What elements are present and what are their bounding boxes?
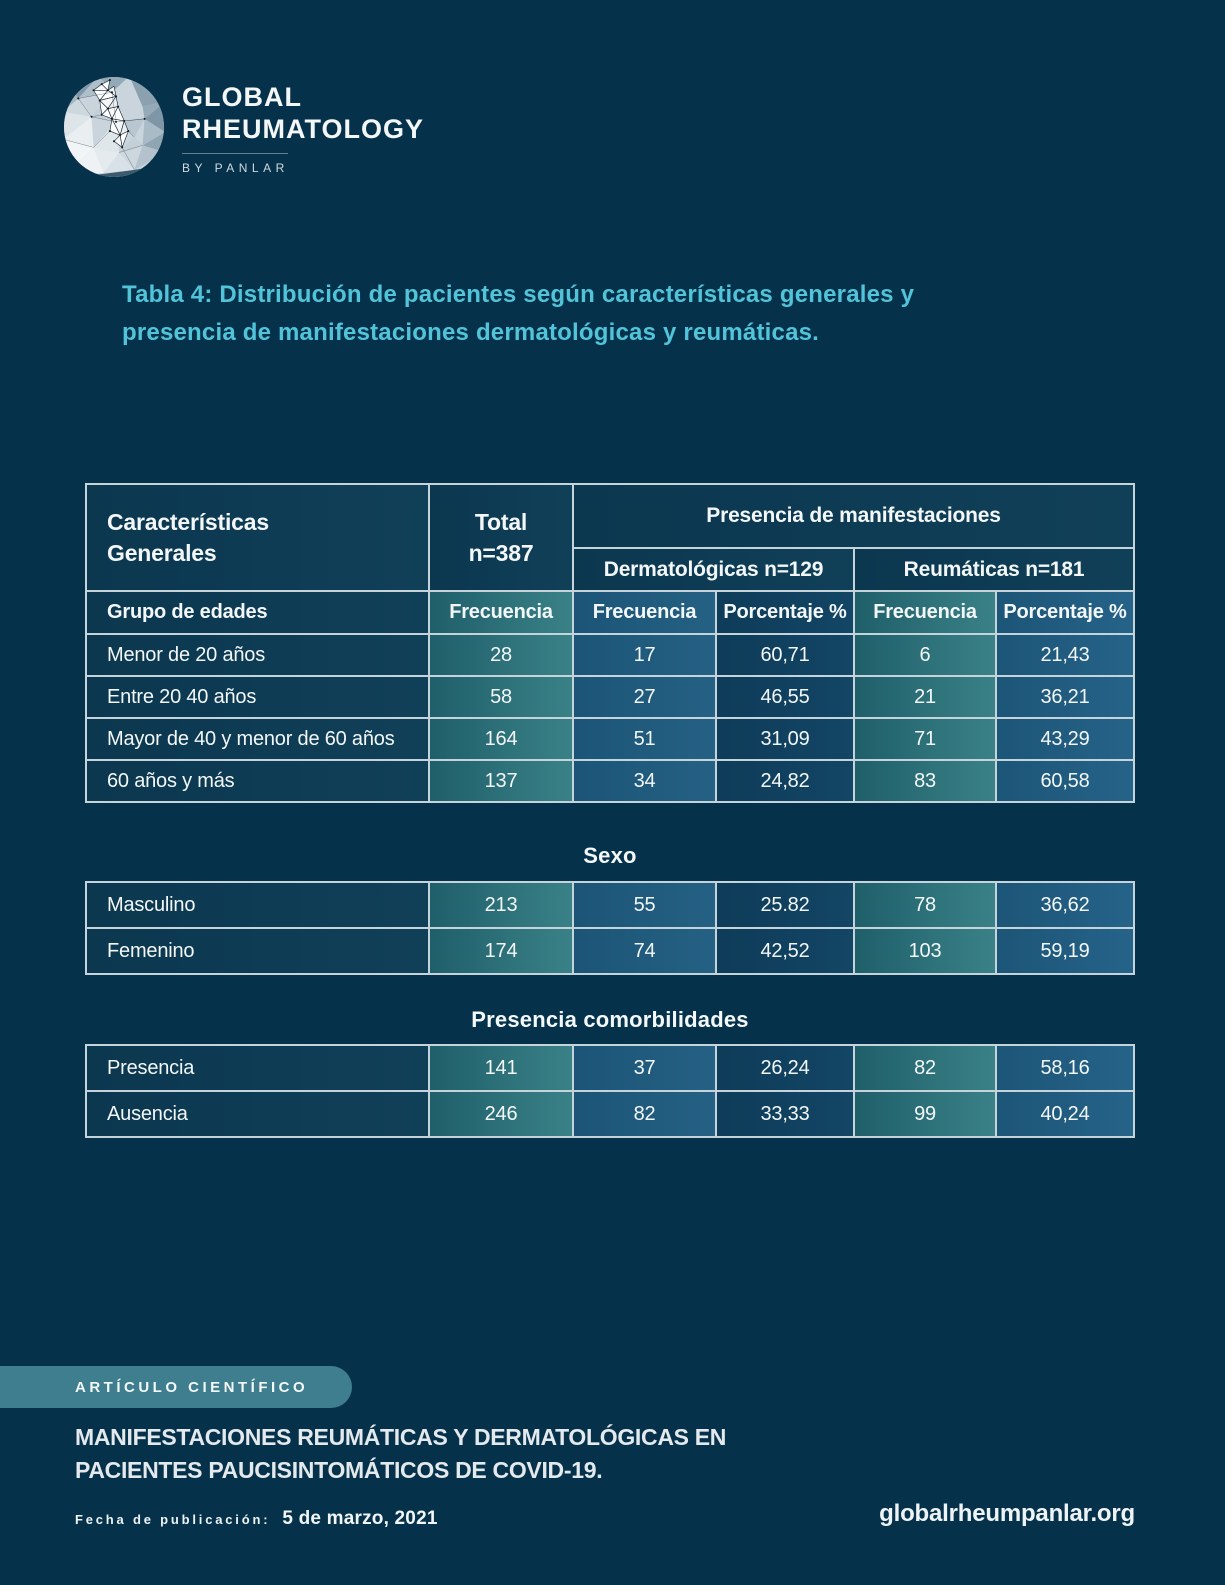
header-general-line2: Generales: [107, 539, 217, 566]
cell-value: 137: [430, 761, 572, 801]
header-frequency-reum: Frecuencia: [855, 592, 995, 633]
cell-value: 36,62: [997, 883, 1133, 927]
row-label: Presencia: [87, 1046, 428, 1090]
header-frequency-derm: Frecuencia: [574, 592, 715, 633]
publication-date-label: Fecha de publicación:: [75, 1512, 271, 1527]
brand-divider: [182, 153, 288, 155]
row-label: Menor de 20 años: [87, 635, 428, 675]
header-reumaticas: Reumáticas n=181: [855, 549, 1133, 590]
header-total-line1: Total: [474, 509, 528, 536]
cell-value: 213: [430, 883, 572, 927]
row-label: Femenino: [87, 929, 428, 973]
table-caption: Tabla 4: Distribución de pacientes según…: [122, 281, 915, 347]
cell-value: 55: [574, 883, 715, 927]
website-link[interactable]: globalrheumpanlar.org: [879, 1500, 1135, 1527]
brand-wordmark: GLOBAL RHEUMATOLOGY BY PANLAR: [182, 76, 424, 178]
header-age-group: Grupo de edades: [87, 592, 428, 633]
header-general-characteristics: Características Generales: [87, 485, 428, 590]
header-general-line1: Características: [107, 509, 269, 536]
cell-value: 17: [574, 635, 715, 675]
header-total: Total n=387: [430, 485, 572, 590]
cell-value: 164: [430, 719, 572, 759]
cell-value: 42,52: [717, 929, 853, 973]
cell-value: 99: [855, 1092, 995, 1136]
publication-date-value: 5 de marzo, 2021: [282, 1508, 438, 1529]
cell-value: 28: [430, 635, 572, 675]
cell-value: 60,58: [997, 761, 1133, 801]
publication-date: Fecha de publicación: 5 de marzo, 2021: [75, 1508, 438, 1530]
cell-value: 60,71: [717, 635, 853, 675]
article-type-badge: ARTÍCULO CIENTÍFICO: [0, 1366, 352, 1408]
header-frequency-total: Frecuencia: [430, 592, 572, 633]
main-table: Características Generales Total n=387 Pr…: [85, 483, 1135, 803]
comorbidities-table: Presencia 141 37 26,24 82 58,16 Ausencia…: [85, 1044, 1135, 1138]
cell-value: 141: [430, 1046, 572, 1090]
header-total-line2: n=387: [468, 539, 534, 566]
cell-value: 25.82: [717, 883, 853, 927]
cell-value: 21: [855, 677, 995, 717]
header-percentage-reum: Porcentaje %: [997, 592, 1133, 633]
cell-value: 27: [574, 677, 715, 717]
row-label: Entre 20 40 años: [87, 677, 428, 717]
cell-value: 6: [855, 635, 995, 675]
header-manifestations: Presencia de manifestaciones: [574, 485, 1133, 547]
cell-value: 246: [430, 1092, 572, 1136]
cell-value: 51: [574, 719, 715, 759]
row-label: Masculino: [87, 883, 428, 927]
cell-value: 74: [574, 929, 715, 973]
section-title-sexo: Sexo: [583, 843, 637, 868]
cell-value: 59,19: [997, 929, 1133, 973]
sexo-table: Masculino 213 55 25.82 78 36,62 Femenino…: [85, 881, 1135, 975]
brand-name-line2: RHEUMATOLOGY: [182, 113, 425, 144]
cell-value: 71: [855, 719, 995, 759]
row-label: Ausencia: [87, 1092, 428, 1136]
globe-logo-icon: [64, 77, 164, 177]
cell-value: 46,55: [717, 677, 853, 717]
brand-name-line1: GLOBAL: [182, 82, 302, 112]
cell-value: 26,24: [717, 1046, 853, 1090]
section-title-comorbidities: Presencia comorbilidades: [471, 1007, 749, 1032]
cell-value: 37: [574, 1046, 715, 1090]
cell-value: 34: [574, 761, 715, 801]
cell-value: 24,82: [717, 761, 853, 801]
row-label: 60 años y más: [87, 761, 428, 801]
cell-value: 83: [855, 761, 995, 801]
cell-value: 82: [574, 1092, 715, 1136]
cell-value: 82: [855, 1046, 995, 1090]
cell-value: 174: [430, 929, 572, 973]
cell-value: 103: [855, 929, 995, 973]
brand-header: GLOBAL RHEUMATOLOGY BY PANLAR: [63, 76, 424, 178]
cell-value: 31,09: [717, 719, 853, 759]
article-title: MANIFESTACIONES REUMÁTICAS Y DERMATOLÓGI…: [75, 1424, 727, 1484]
cell-value: 36,21: [997, 677, 1133, 717]
cell-value: 43,29: [997, 719, 1133, 759]
cell-value: 40,24: [997, 1092, 1133, 1136]
header-dermatologicas: Dermatológicas n=129: [574, 549, 853, 590]
cell-value: 21,43: [997, 635, 1133, 675]
cell-value: 33,33: [717, 1092, 853, 1136]
cell-value: 58: [430, 677, 572, 717]
cell-value: 78: [855, 883, 995, 927]
cell-value: 58,16: [997, 1046, 1133, 1090]
header-percentage-derm: Porcentaje %: [717, 592, 853, 633]
row-label: Mayor de 40 y menor de 60 años: [87, 719, 428, 759]
brand-byline: BY PANLAR: [182, 161, 289, 176]
